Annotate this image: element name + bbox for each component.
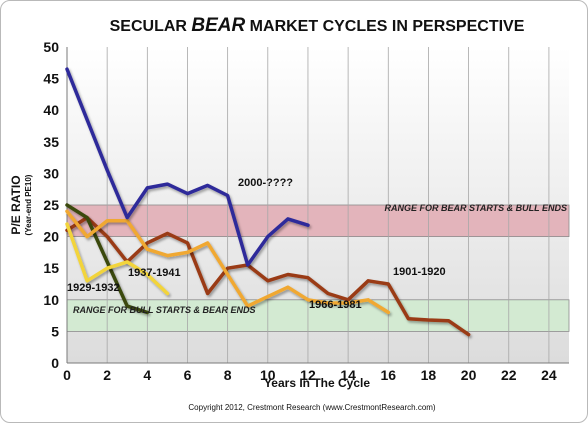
- x-tick-label: 24: [541, 367, 557, 383]
- series-line-1966-1981: [65, 209, 391, 315]
- vertical-gridlines: [106, 47, 550, 363]
- y-tick-label: 45: [43, 71, 59, 87]
- x-tick-label: 20: [461, 367, 477, 383]
- x-tick-label: 22: [501, 367, 517, 383]
- chart-title-emphasis: BEAR: [191, 15, 245, 36]
- x-tick-label: 16: [380, 367, 396, 383]
- series-line-1937-1941: [65, 222, 170, 296]
- x-tick-label: 0: [63, 367, 71, 383]
- y-tick-label: 5: [51, 323, 59, 339]
- copyright-note: Copyright 2012, Crestmont Research (www.…: [188, 403, 436, 412]
- y-tick-label: 20: [43, 229, 59, 245]
- bear-range-label: RANGE FOR BEAR STARTS & BULL ENDS: [384, 203, 567, 213]
- series-label-1901: 1901-1920: [393, 266, 446, 278]
- y-tick-label: 15: [43, 260, 59, 276]
- chart-title: SECULAR BEAR MARKET CYCLES IN PERSPECTIV…: [110, 15, 525, 36]
- bull-range-label: RANGE FOR BULL STARTS & BEAR ENDS: [73, 305, 256, 315]
- y-tick-label: 50: [43, 39, 59, 55]
- x-tick-label: 14: [340, 367, 356, 383]
- y-tick-label: 10: [43, 292, 59, 308]
- series-label-1929: 1929-1932: [67, 282, 120, 294]
- y-tick-labels: 0 5 10 15 20 25 30 35 40 45 50: [43, 39, 59, 371]
- x-axis-title: Years In The Cycle: [264, 376, 370, 390]
- x-tick-label: 2: [103, 367, 111, 383]
- chart-title-part-2: MARKET CYCLES IN PERSPECTIVE: [245, 18, 524, 35]
- y-tick-label: 40: [43, 102, 59, 118]
- series-line-1929-1932: [65, 203, 150, 315]
- chart-title-part-1: SECULAR: [110, 18, 192, 35]
- series-line-1901-1920: [65, 215, 471, 337]
- series-label-2000: 2000-????: [238, 177, 293, 189]
- y-axis-subtitle: (Year-end PE10): [24, 174, 33, 235]
- x-tick-label: 4: [143, 367, 151, 383]
- bear-range-band: [66, 204, 570, 238]
- series-label-1937: 1937-1941: [128, 267, 181, 279]
- x-tick-label: 6: [184, 367, 192, 383]
- series-lines: [65, 67, 471, 337]
- series-line-2000: [65, 67, 310, 267]
- x-tick-label: 12: [300, 367, 316, 383]
- x-tick-label: 8: [224, 367, 232, 383]
- y-tick-label: 0: [51, 355, 59, 371]
- x-tick-label: 18: [421, 367, 437, 383]
- y-tick-label: 25: [43, 197, 59, 213]
- y-axis-title: P/E RATIO: [9, 175, 23, 234]
- y-tick-label: 30: [43, 165, 59, 181]
- x-tick-label: 10: [260, 367, 276, 383]
- y-tick-label: 35: [43, 134, 59, 150]
- x-tick-labels: 0 2 4 6 8 10 12 14 16 18 20 22 24: [63, 367, 557, 383]
- series-label-1966: 1966-1981: [309, 299, 362, 311]
